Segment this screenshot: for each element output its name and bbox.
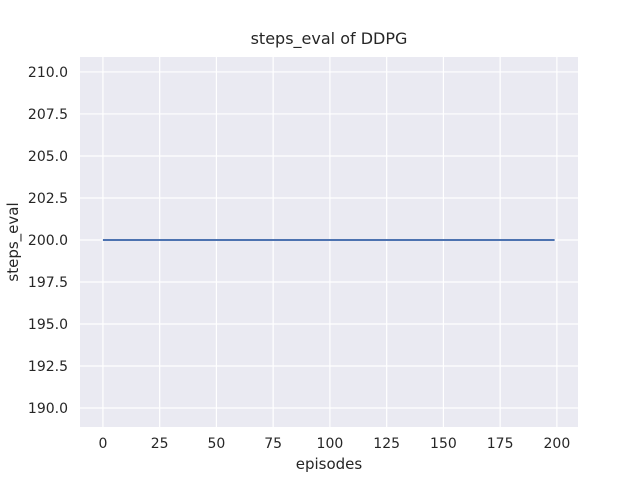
y-tick-label: 197.5: [28, 275, 68, 291]
x-axis-label: episodes: [296, 455, 363, 473]
x-tick-label: 25: [151, 436, 169, 452]
y-tick-label: 205.0: [28, 149, 68, 165]
x-tick-label: 125: [373, 436, 400, 452]
x-tick-label: 200: [544, 436, 571, 452]
y-tick-label: 200.0: [28, 233, 68, 249]
y-tick-label: 195.0: [28, 317, 68, 333]
x-tick-label: 50: [208, 436, 226, 452]
x-tick-label: 75: [264, 436, 282, 452]
y-axis-label: steps_eval: [4, 202, 23, 281]
x-tick-label: 175: [487, 436, 514, 452]
y-tick-label: 202.5: [28, 191, 68, 207]
y-tick-label: 190.0: [28, 401, 68, 417]
chart-title: steps_eval of DDPG: [251, 29, 408, 49]
y-tick-label: 192.5: [28, 359, 68, 375]
y-tick-label: 207.5: [28, 107, 68, 123]
plot-layer: 0 25 50 75 100 125 150 175 200 190.0 192.5 195.0 197…: [28, 57, 578, 452]
y-tick-label: 210.0: [28, 65, 68, 81]
x-tick-label: 100: [317, 436, 344, 452]
x-tick-label: 150: [430, 436, 457, 452]
x-tick-label: 0: [98, 436, 107, 452]
plot-area: [80, 57, 578, 427]
